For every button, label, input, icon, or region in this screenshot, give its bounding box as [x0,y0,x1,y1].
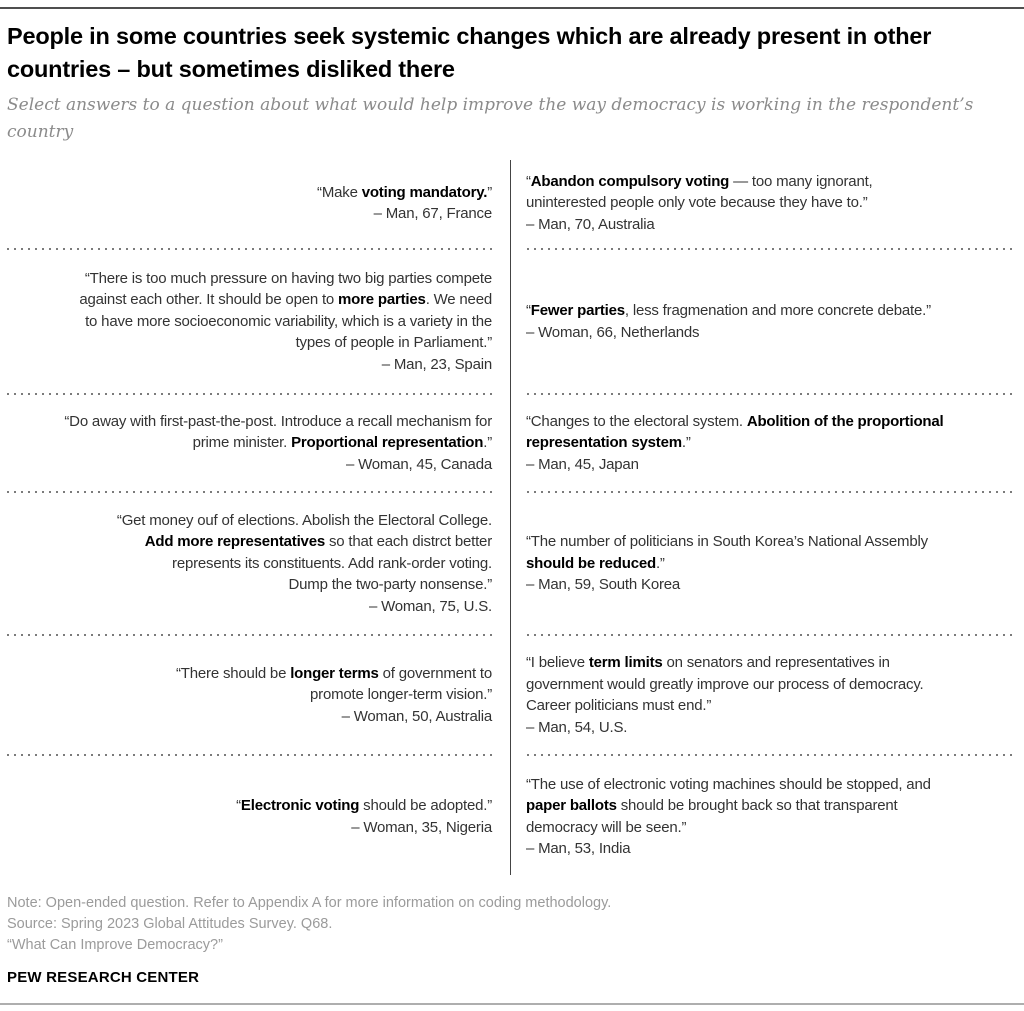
row-separator [7,634,1016,636]
row-separator [7,248,1016,250]
quote-text: “Fewer parties, less fragmenation and mo… [526,302,931,319]
separator-dots-right [527,754,1016,756]
quote-cell-right: “I believe term limits on senators and r… [510,652,1016,738]
quote-attribution: – Man, 59, South Korea [526,576,681,594]
quotes-grid: “Make voting mandatory.” – Man, 67, Franc… [7,158,1016,877]
content-area: People in some countries seek systemic c… [0,20,1024,986]
note-line: Note: Open-ended question. Refer to Appe… [7,895,612,911]
quote-attribution: – Man, 70, Australia [526,215,655,233]
quote-text: “There is too much pressure on having tw… [79,269,492,352]
quote-attribution: – Woman, 45, Canada [345,455,492,473]
quote-attribution: – Man, 67, France [373,205,493,222]
footnotes: Note: Open-ended question. Refer to Appe… [7,893,1016,956]
quote-attribution: – Man, 23, Spain [381,355,492,373]
quote-text: “The number of politicians in South Kore… [526,533,928,572]
page-subtitle: Select answers to a question about what … [7,95,974,142]
quote-text: “Abandon compulsory voting — too many ig… [526,172,873,212]
quote-attribution: – Woman, 50, Australia [341,707,493,725]
quote-cell-right: “Changes to the electoral system. Abolit… [510,411,1016,476]
quote-attribution: – Woman, 66, Netherlands [526,323,700,341]
quote-cell-left: “There should be longer terms of governm… [7,663,510,728]
quote-cell-right: “Fewer parties, less fragmenation and mo… [510,300,1016,343]
quote-text: “Get money ouf of elections. Abolish the… [116,511,492,594]
separator-dots-right [527,634,1016,636]
separator-dots-right [527,393,1016,395]
top-rule [0,7,1024,9]
separator-dots-left [7,754,493,756]
quote-text: “There should be longer terms of governm… [176,664,492,704]
quote-row: “Do away with first-past-the-post. Intro… [7,395,1016,491]
quote-row: “There is too much pressure on having tw… [7,250,1016,393]
quote-cell-right: “Abandon compulsory voting — too many ig… [510,171,1016,236]
separator-dots-right [527,248,1016,250]
row-separator [7,491,1016,493]
quote-cell-left: “Get money ouf of elections. Abolish the… [7,510,510,618]
quote-attribution: – Man, 45, Japan [526,455,639,473]
quote-cell-left: “Electronic voting should be adopted.” – … [7,795,510,838]
row-separator [7,393,1016,395]
source-line: Source: Spring 2023 Global Attitudes Sur… [7,916,333,932]
quote-text: “Electronic voting should be adopted.” [236,797,492,814]
separator-dots-left [7,634,493,636]
separator-dots-left [7,491,493,493]
row-separator [7,754,1016,756]
question-line: “What Can Improve Democracy?” [7,937,223,953]
quote-cell-right: “The use of electronic voting machines s… [510,774,1016,860]
quote-attribution: – Woman, 35, Nigeria [351,818,492,836]
quote-text: “Make voting mandatory.” [317,183,492,201]
quote-row: “Make voting mandatory.” – Man, 67, Franc… [7,158,1016,248]
quote-text: “The use of electronic voting machines s… [526,775,931,836]
quote-row: “There should be longer terms of governm… [7,636,1016,754]
separator-dots-left [7,248,493,250]
quote-attribution: – Woman, 75, U.S. [368,597,492,615]
column-divider [510,160,511,875]
brand-wordmark: PEW RESEARCH CENTER [7,969,200,986]
quote-cell-left: “There is too much pressure on having tw… [7,268,510,376]
quote-text: “Changes to the electoral system. Abolit… [526,412,944,452]
quote-text: “Do away with first-past-the-post. Intro… [64,412,492,452]
quote-row: “Get money ouf of elections. Abolish the… [7,493,1016,634]
quote-row: “Electronic voting should be adopted.” – … [7,756,1016,877]
quote-attribution: – Man, 54, U.S. [526,718,628,736]
quote-attribution: – Man, 53, India [526,840,631,857]
page-title: People in some countries seek systemic c… [7,23,932,82]
quote-cell-left: “Do away with first-past-the-post. Intro… [7,411,510,476]
separator-dots-right [527,491,1016,493]
separator-dots-left [7,393,493,395]
quote-cell-left: “Make voting mandatory.” – Man, 67, Franc… [7,182,510,225]
bottom-rule [0,1003,1024,1005]
quote-cell-right: “The number of politicians in South Kore… [510,531,1016,596]
quote-text: “I believe term limits on senators and r… [526,654,924,714]
